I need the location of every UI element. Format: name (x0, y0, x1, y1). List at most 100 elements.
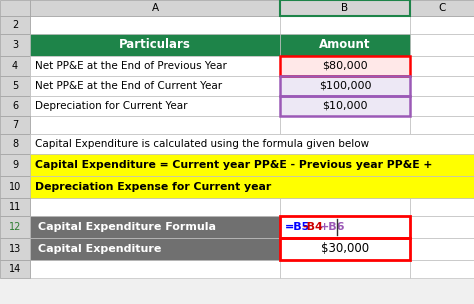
Bar (280, 34, 410, 56)
Bar (280, 238, 410, 260)
Bar (30, 0, 280, 16)
Bar (410, 16, 474, 34)
Bar (410, 176, 474, 198)
Text: $80,000: $80,000 (322, 61, 368, 71)
Bar (280, 34, 410, 56)
Bar (280, 216, 410, 238)
Bar (30, 116, 280, 134)
Text: $100,000: $100,000 (319, 81, 371, 91)
Bar (0, 56, 30, 76)
Bar (0, 176, 30, 198)
Bar (30, 198, 280, 216)
Bar (30, 34, 280, 56)
Bar (280, 96, 410, 116)
Bar (280, 76, 410, 96)
Bar (30, 154, 474, 176)
Bar (280, 154, 410, 176)
Bar (30, 134, 280, 154)
Bar (410, 34, 474, 56)
Bar (410, 76, 474, 96)
Text: 3: 3 (12, 40, 18, 50)
Bar (0, 0, 30, 16)
Bar (30, 216, 280, 238)
Text: +B6: +B6 (320, 222, 345, 232)
Bar (280, 238, 410, 260)
Bar (30, 96, 280, 116)
Text: Net PP&E at the End of Previous Year: Net PP&E at the End of Previous Year (35, 61, 227, 71)
Text: 6: 6 (12, 101, 18, 111)
Bar (280, 216, 410, 238)
Bar (280, 238, 410, 260)
Bar (30, 176, 280, 198)
Bar (280, 260, 410, 278)
Text: 14: 14 (9, 264, 21, 274)
Bar (280, 116, 410, 134)
Bar (30, 134, 474, 154)
Bar (280, 96, 410, 116)
Bar (280, 16, 410, 34)
Bar (0, 76, 30, 96)
Text: 2: 2 (12, 20, 18, 30)
Bar (280, 0, 410, 16)
Bar (30, 56, 280, 76)
Bar (280, 76, 410, 96)
Bar (0, 216, 30, 238)
Bar (410, 198, 474, 216)
Bar (0, 96, 30, 116)
Text: 8: 8 (12, 139, 18, 149)
Text: $30,000: $30,000 (321, 243, 369, 255)
Bar (30, 76, 280, 96)
Bar (410, 154, 474, 176)
Text: =B5: =B5 (285, 222, 310, 232)
Text: C: C (438, 3, 446, 13)
Text: 10: 10 (9, 182, 21, 192)
Bar (410, 216, 474, 238)
Text: Capital Expenditure = Current year PP&E - Previous year PP&E +: Capital Expenditure = Current year PP&E … (35, 160, 432, 170)
Bar (0, 116, 30, 134)
Bar (30, 34, 280, 56)
Bar (0, 34, 30, 56)
Text: 13: 13 (9, 244, 21, 254)
Text: 9: 9 (12, 160, 18, 170)
Bar (0, 260, 30, 278)
Text: Net PP&E at the End of Current Year: Net PP&E at the End of Current Year (35, 81, 222, 91)
Text: 12: 12 (9, 222, 21, 232)
Text: Depreciation Expense for Current year: Depreciation Expense for Current year (35, 182, 271, 192)
Bar (410, 238, 474, 260)
Bar (280, 56, 410, 76)
Text: Depreciation for Current Year: Depreciation for Current Year (35, 101, 188, 111)
Bar (280, 216, 410, 238)
Text: $10,000: $10,000 (322, 101, 368, 111)
Text: 7: 7 (12, 120, 18, 130)
Bar (280, 96, 410, 116)
Bar (280, 76, 410, 96)
Bar (410, 56, 474, 76)
Bar (0, 134, 30, 154)
Bar (0, 198, 30, 216)
Text: B: B (341, 3, 348, 13)
Bar (280, 134, 410, 154)
Text: Amount: Amount (319, 39, 371, 51)
Bar (410, 116, 474, 134)
Text: Capital Expenditure: Capital Expenditure (38, 244, 161, 254)
Bar (30, 216, 280, 238)
Text: 5: 5 (12, 81, 18, 91)
Bar (410, 96, 474, 116)
Text: A: A (151, 3, 159, 13)
Bar (280, 176, 410, 198)
Bar (0, 154, 30, 176)
Bar (410, 260, 474, 278)
Bar (410, 0, 474, 16)
Bar (280, 56, 410, 76)
Bar (30, 176, 474, 198)
Text: Capital Expenditure Formula: Capital Expenditure Formula (38, 222, 216, 232)
Text: 11: 11 (9, 202, 21, 212)
Bar (30, 96, 280, 116)
Bar (30, 56, 280, 76)
Bar (0, 238, 30, 260)
Text: 4: 4 (12, 61, 18, 71)
Bar (30, 260, 280, 278)
Text: Capital Expenditure is calculated using the formula given below: Capital Expenditure is calculated using … (35, 139, 369, 149)
Bar (30, 238, 280, 260)
Bar (0, 16, 30, 34)
